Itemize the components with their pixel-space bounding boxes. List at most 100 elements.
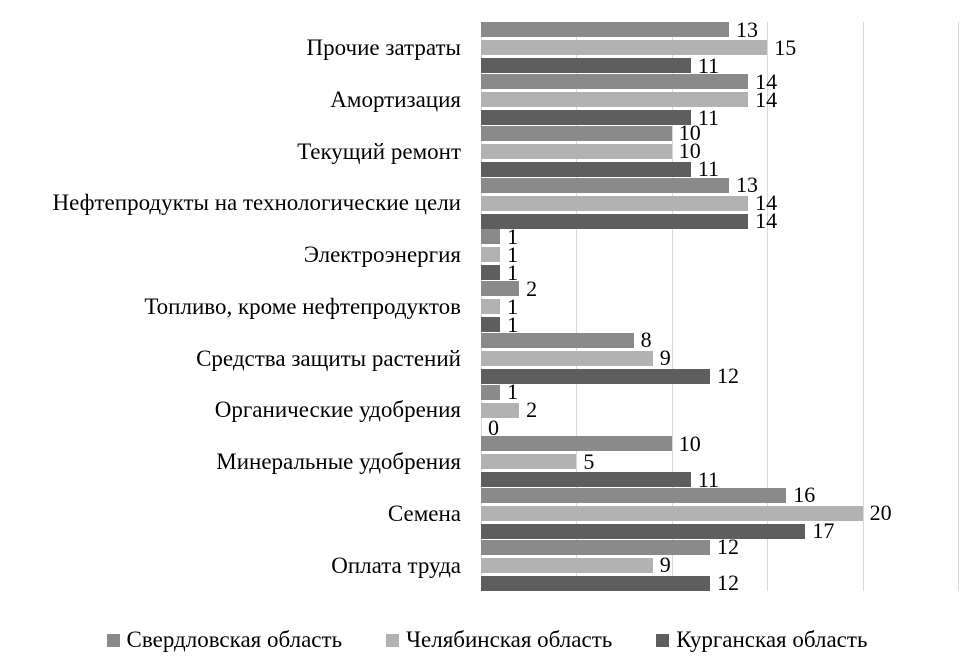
legend-item-chelyabinskaya-oblast: Челябинская область bbox=[386, 627, 612, 653]
bar-chelyabinskaya-oblast bbox=[481, 143, 672, 159]
bar-sverdlovskaya-oblast bbox=[481, 487, 787, 503]
bar-value-label: 12 bbox=[716, 363, 739, 389]
bar-group: 10 5 11 bbox=[481, 432, 958, 490]
legend-label-sverdlovskaya-oblast: Свердловская область bbox=[126, 627, 343, 652]
bar-value-label: 10 bbox=[678, 138, 701, 164]
bar-value-label: 1 bbox=[507, 241, 519, 267]
category-row: Органические удобрения 1 2 0 bbox=[0, 381, 974, 440]
bar-sverdlovskaya-oblast bbox=[481, 229, 501, 245]
bar-line-kurganskaya-oblast: 17 bbox=[481, 520, 958, 542]
bar-value-label: 13 bbox=[736, 172, 759, 198]
legend-item-kurganskaya-oblast: Курганская область bbox=[656, 627, 867, 653]
bar-value-label: 14 bbox=[755, 86, 778, 112]
bar-sverdlovskaya-oblast bbox=[481, 125, 672, 141]
bar-line-sverdlovskaya-oblast: 13 bbox=[481, 18, 958, 40]
bar-sverdlovskaya-oblast bbox=[481, 436, 672, 452]
bar-chelyabinskaya-oblast bbox=[481, 557, 653, 573]
bar-kurganskaya-oblast bbox=[481, 265, 501, 281]
bar-kurganskaya-oblast bbox=[481, 523, 806, 539]
bar-value-label: 2 bbox=[526, 397, 538, 422]
bar-sverdlovskaya-oblast bbox=[481, 384, 501, 400]
bar-kurganskaya-oblast bbox=[481, 161, 691, 177]
bar-kurganskaya-oblast bbox=[481, 575, 710, 591]
bar-group: 10 10 11 bbox=[481, 122, 958, 180]
bar-line-sverdlovskaya-oblast: 14 bbox=[481, 70, 958, 92]
bar-value-label: 9 bbox=[659, 345, 671, 371]
bar-group: 12 9 12 bbox=[481, 536, 958, 594]
gridline bbox=[862, 22, 864, 591]
bar-kurganskaya-oblast bbox=[481, 110, 691, 126]
bar-line-chelyabinskaya-oblast: 15 bbox=[481, 36, 958, 58]
category-label: Средства защиты растений bbox=[196, 345, 461, 371]
bar-value-label: 12 bbox=[716, 570, 739, 596]
bar-value-label: 15 bbox=[774, 34, 797, 60]
bar-value-label: 9 bbox=[659, 552, 671, 578]
category-label: Оплата труда bbox=[331, 552, 461, 578]
bar-line-sverdlovskaya-oblast: 1 bbox=[481, 381, 958, 403]
bar-sverdlovskaya-oblast bbox=[481, 74, 749, 90]
bar-chelyabinskaya-oblast bbox=[481, 195, 749, 211]
bar-value-label: 10 bbox=[678, 120, 701, 146]
bar-line-chelyabinskaya-oblast: 1 bbox=[481, 295, 958, 317]
bar-line-chelyabinskaya-oblast: 14 bbox=[481, 192, 958, 214]
bar-line-chelyabinskaya-oblast: 10 bbox=[481, 140, 958, 162]
bar-value-label: 1 bbox=[507, 259, 519, 285]
bar-value-label: 14 bbox=[755, 208, 778, 234]
category-row: Текущий ремонт 10 10 11 bbox=[0, 122, 974, 180]
bar-chelyabinskaya-oblast bbox=[481, 350, 653, 366]
bar-chelyabinskaya-oblast bbox=[481, 92, 749, 108]
category-label: Минеральные удобрения bbox=[216, 449, 461, 475]
legend-label-chelyabinskaya-oblast: Челябинская область bbox=[406, 627, 613, 652]
gridline bbox=[576, 22, 578, 591]
bar-kurganskaya-oblast bbox=[481, 472, 691, 488]
bar-line-chelyabinskaya-oblast: 5 bbox=[481, 450, 958, 472]
bar-line-sverdlovskaya-oblast: 13 bbox=[481, 174, 958, 196]
category-rows: Прочие затраты 13 15 11 Амортизация 14 14 11 Тек… bbox=[0, 18, 974, 594]
bar-chelyabinskaya-oblast bbox=[481, 402, 520, 418]
bar-line-kurganskaya-oblast: 11 bbox=[481, 106, 958, 128]
gridline bbox=[767, 22, 769, 591]
bar-chelyabinskaya-oblast bbox=[481, 299, 501, 315]
bar-line-sverdlovskaya-oblast: 10 bbox=[481, 122, 958, 144]
bar-group: 13 15 11 bbox=[481, 18, 958, 76]
category-row: Нефтепродукты на технологические цели 13 1… bbox=[0, 174, 974, 234]
category-label: Электроэнергия bbox=[303, 242, 461, 268]
bar-chelyabinskaya-oblast bbox=[481, 40, 768, 56]
gridline bbox=[671, 22, 673, 591]
bar-value-label: 14 bbox=[755, 190, 778, 216]
bar-value-label: 11 bbox=[697, 466, 720, 492]
bar-line-chelyabinskaya-oblast: 9 bbox=[481, 347, 958, 369]
bar-value-label: 1 bbox=[507, 379, 519, 404]
bar-kurganskaya-oblast bbox=[481, 213, 749, 229]
category-label: Текущий ремонт bbox=[297, 138, 461, 164]
bar-value-label: 16 bbox=[793, 482, 816, 508]
bar-chelyabinskaya-oblast bbox=[481, 505, 863, 521]
bar-value-label: 11 bbox=[697, 52, 720, 78]
bar-value-label: 1 bbox=[507, 223, 519, 249]
bar-value-label: 20 bbox=[869, 500, 892, 526]
bar-line-sverdlovskaya-oblast: 8 bbox=[481, 329, 958, 351]
category-row: Оплата труда 12 9 12 bbox=[0, 536, 974, 594]
bar-value-label: 0 bbox=[488, 415, 499, 440]
category-row: Топливо, кроме нефтепродуктов 2 1 1 bbox=[0, 275, 974, 335]
bar-value-label: 13 bbox=[736, 16, 759, 42]
bar-line-kurganskaya-oblast: 11 bbox=[481, 54, 958, 76]
bar-line-chelyabinskaya-oblast: 20 bbox=[481, 502, 958, 524]
bar-line-kurganskaya-oblast: 12 bbox=[481, 572, 958, 594]
bar-sverdlovskaya-oblast bbox=[481, 177, 730, 193]
category-row: Семена 16 20 17 bbox=[0, 484, 974, 542]
bar-value-label: 2 bbox=[526, 275, 538, 301]
bar-value-label: 5 bbox=[583, 448, 595, 474]
legend: Свердловская область Челябинская область К… bbox=[0, 627, 974, 653]
bar-line-kurganskaya-oblast: 12 bbox=[481, 365, 958, 387]
category-label: Семена bbox=[387, 500, 461, 526]
bar-kurganskaya-oblast bbox=[481, 317, 501, 333]
bar-group: 14 14 11 bbox=[481, 70, 958, 128]
bar-line-kurganskaya-oblast: 11 bbox=[481, 158, 958, 180]
bar-line-chelyabinskaya-oblast: 9 bbox=[481, 554, 958, 576]
bar-kurganskaya-oblast bbox=[481, 58, 691, 74]
bar-line-chelyabinskaya-oblast: 2 bbox=[481, 399, 958, 421]
